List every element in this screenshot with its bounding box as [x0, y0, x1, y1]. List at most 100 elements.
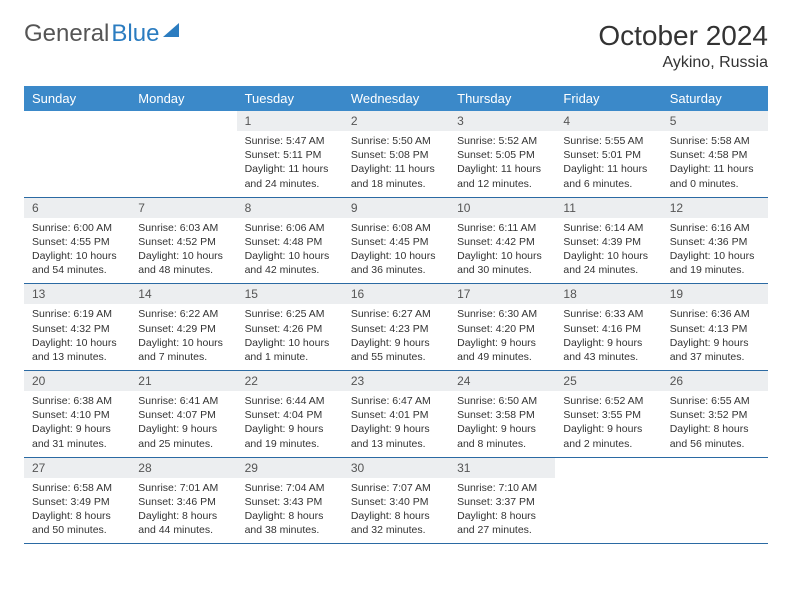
calendar-week-row: 6Sunrise: 6:00 AMSunset: 4:55 PMDaylight… [24, 197, 768, 284]
day-number: 20 [24, 371, 130, 391]
daylight-text-2: and 30 minutes. [457, 263, 547, 277]
daylight-text-1: Daylight: 11 hours [670, 162, 760, 176]
calendar-day-cell: 15Sunrise: 6:25 AMSunset: 4:26 PMDayligh… [237, 284, 343, 371]
sunset-text: Sunset: 3:46 PM [138, 495, 228, 509]
daylight-text-2: and 12 minutes. [457, 177, 547, 191]
daylight-text-1: Daylight: 9 hours [245, 422, 335, 436]
logo: GeneralBlue [24, 20, 179, 48]
calendar-day-cell: 10Sunrise: 6:11 AMSunset: 4:42 PMDayligh… [449, 197, 555, 284]
daylight-text-1: Daylight: 9 hours [670, 336, 760, 350]
day-number: 25 [555, 371, 661, 391]
daylight-text-1: Daylight: 10 hours [138, 336, 228, 350]
daylight-text-1: Daylight: 10 hours [245, 336, 335, 350]
day-body: Sunrise: 6:22 AMSunset: 4:29 PMDaylight:… [130, 304, 236, 370]
daylight-text-2: and 49 minutes. [457, 350, 547, 364]
daylight-text-1: Daylight: 11 hours [457, 162, 547, 176]
daylight-text-2: and 50 minutes. [32, 523, 122, 537]
calendar-week-row: 20Sunrise: 6:38 AMSunset: 4:10 PMDayligh… [24, 371, 768, 458]
sunrise-text: Sunrise: 6:06 AM [245, 221, 335, 235]
day-of-week-header: Wednesday [343, 86, 449, 111]
calendar-empty-cell [24, 111, 130, 197]
sunset-text: Sunset: 4:32 PM [32, 322, 122, 336]
calendar-day-cell: 31Sunrise: 7:10 AMSunset: 3:37 PMDayligh… [449, 457, 555, 544]
day-number: 7 [130, 198, 236, 218]
day-number: 10 [449, 198, 555, 218]
sunset-text: Sunset: 4:45 PM [351, 235, 441, 249]
sunset-text: Sunset: 4:39 PM [563, 235, 653, 249]
daylight-text-1: Daylight: 11 hours [245, 162, 335, 176]
daylight-text-1: Daylight: 9 hours [351, 422, 441, 436]
calendar-empty-cell [555, 457, 661, 544]
day-body: Sunrise: 6:06 AMSunset: 4:48 PMDaylight:… [237, 218, 343, 284]
daylight-text-2: and 7 minutes. [138, 350, 228, 364]
sunrise-text: Sunrise: 7:07 AM [351, 481, 441, 495]
day-number: 19 [662, 284, 768, 304]
daylight-text-2: and 6 minutes. [563, 177, 653, 191]
calendar-day-cell: 4Sunrise: 5:55 AMSunset: 5:01 PMDaylight… [555, 111, 661, 197]
day-body: Sunrise: 6:27 AMSunset: 4:23 PMDaylight:… [343, 304, 449, 370]
sunrise-text: Sunrise: 6:25 AM [245, 307, 335, 321]
day-body: Sunrise: 6:47 AMSunset: 4:01 PMDaylight:… [343, 391, 449, 457]
sunrise-text: Sunrise: 7:04 AM [245, 481, 335, 495]
day-number: 9 [343, 198, 449, 218]
sunset-text: Sunset: 5:11 PM [245, 148, 335, 162]
sunset-text: Sunset: 4:13 PM [670, 322, 760, 336]
logo-text-2: Blue [111, 20, 159, 48]
day-body: Sunrise: 7:10 AMSunset: 3:37 PMDaylight:… [449, 478, 555, 544]
sunset-text: Sunset: 4:10 PM [32, 408, 122, 422]
calendar-empty-cell [130, 111, 236, 197]
calendar-day-cell: 22Sunrise: 6:44 AMSunset: 4:04 PMDayligh… [237, 371, 343, 458]
daylight-text-2: and 0 minutes. [670, 177, 760, 191]
daylight-text-2: and 42 minutes. [245, 263, 335, 277]
calendar-day-cell: 16Sunrise: 6:27 AMSunset: 4:23 PMDayligh… [343, 284, 449, 371]
daylight-text-2: and 48 minutes. [138, 263, 228, 277]
page-header: GeneralBlue October 2024 Aykino, Russia [24, 20, 768, 72]
day-of-week-header: Sunday [24, 86, 130, 111]
calendar-day-cell: 14Sunrise: 6:22 AMSunset: 4:29 PMDayligh… [130, 284, 236, 371]
daylight-text-1: Daylight: 8 hours [351, 509, 441, 523]
daylight-text-1: Daylight: 9 hours [563, 422, 653, 436]
daylight-text-2: and 13 minutes. [32, 350, 122, 364]
calendar-day-cell: 7Sunrise: 6:03 AMSunset: 4:52 PMDaylight… [130, 197, 236, 284]
daylight-text-1: Daylight: 9 hours [351, 336, 441, 350]
day-number: 21 [130, 371, 236, 391]
title-block: October 2024 Aykino, Russia [598, 20, 768, 72]
day-number: 2 [343, 111, 449, 131]
sunset-text: Sunset: 4:52 PM [138, 235, 228, 249]
day-body: Sunrise: 7:01 AMSunset: 3:46 PMDaylight:… [130, 478, 236, 544]
sunset-text: Sunset: 4:58 PM [670, 148, 760, 162]
day-of-week-header: Friday [555, 86, 661, 111]
sunrise-text: Sunrise: 6:19 AM [32, 307, 122, 321]
calendar-day-cell: 23Sunrise: 6:47 AMSunset: 4:01 PMDayligh… [343, 371, 449, 458]
sunset-text: Sunset: 4:07 PM [138, 408, 228, 422]
sunset-text: Sunset: 3:49 PM [32, 495, 122, 509]
sunset-text: Sunset: 5:08 PM [351, 148, 441, 162]
calendar-day-cell: 21Sunrise: 6:41 AMSunset: 4:07 PMDayligh… [130, 371, 236, 458]
day-number: 3 [449, 111, 555, 131]
daylight-text-2: and 56 minutes. [670, 437, 760, 451]
sunset-text: Sunset: 4:16 PM [563, 322, 653, 336]
logo-triangle-icon [163, 23, 179, 37]
day-number: 30 [343, 458, 449, 478]
sunrise-text: Sunrise: 6:41 AM [138, 394, 228, 408]
sunrise-text: Sunrise: 6:00 AM [32, 221, 122, 235]
day-number: 6 [24, 198, 130, 218]
day-body: Sunrise: 5:50 AMSunset: 5:08 PMDaylight:… [343, 131, 449, 197]
day-number: 29 [237, 458, 343, 478]
logo-text-1: General [24, 20, 109, 48]
calendar-day-cell: 6Sunrise: 6:00 AMSunset: 4:55 PMDaylight… [24, 197, 130, 284]
sunrise-text: Sunrise: 6:47 AM [351, 394, 441, 408]
day-body: Sunrise: 6:19 AMSunset: 4:32 PMDaylight:… [24, 304, 130, 370]
sunset-text: Sunset: 4:26 PM [245, 322, 335, 336]
day-body: Sunrise: 6:44 AMSunset: 4:04 PMDaylight:… [237, 391, 343, 457]
sunset-text: Sunset: 4:48 PM [245, 235, 335, 249]
calendar-week-row: 27Sunrise: 6:58 AMSunset: 3:49 PMDayligh… [24, 457, 768, 544]
daylight-text-2: and 54 minutes. [32, 263, 122, 277]
daylight-text-1: Daylight: 9 hours [457, 336, 547, 350]
calendar-day-cell: 27Sunrise: 6:58 AMSunset: 3:49 PMDayligh… [24, 457, 130, 544]
calendar-day-cell: 26Sunrise: 6:55 AMSunset: 3:52 PMDayligh… [662, 371, 768, 458]
sunrise-text: Sunrise: 6:30 AM [457, 307, 547, 321]
day-body: Sunrise: 6:55 AMSunset: 3:52 PMDaylight:… [662, 391, 768, 457]
day-number: 22 [237, 371, 343, 391]
calendar-day-cell: 25Sunrise: 6:52 AMSunset: 3:55 PMDayligh… [555, 371, 661, 458]
